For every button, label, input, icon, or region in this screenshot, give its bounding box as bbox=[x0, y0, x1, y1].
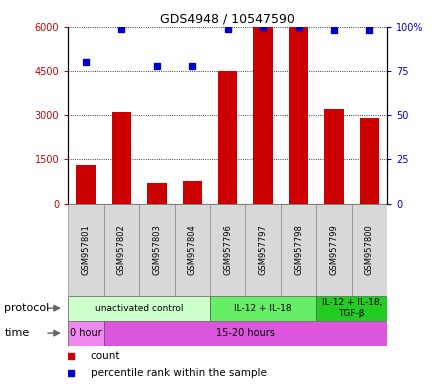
Bar bbox=[316, 204, 352, 296]
Bar bbox=[281, 204, 316, 296]
Bar bbox=[76, 165, 95, 204]
Text: GSM957796: GSM957796 bbox=[223, 224, 232, 275]
Bar bbox=[316, 296, 387, 321]
Text: 0 hour: 0 hour bbox=[70, 328, 102, 338]
Text: IL-12 + IL-18,
TGF-β: IL-12 + IL-18, TGF-β bbox=[322, 298, 382, 318]
Text: unactivated control: unactivated control bbox=[95, 304, 183, 313]
Bar bbox=[104, 204, 139, 296]
Text: GSM957800: GSM957800 bbox=[365, 224, 374, 275]
Bar bbox=[352, 204, 387, 296]
Bar bbox=[112, 112, 131, 204]
Text: IL-12 + IL-18: IL-12 + IL-18 bbox=[235, 304, 292, 313]
Bar bbox=[289, 27, 308, 204]
Text: GSM957803: GSM957803 bbox=[152, 224, 161, 275]
Title: GDS4948 / 10547590: GDS4948 / 10547590 bbox=[160, 13, 295, 26]
Bar bbox=[68, 296, 210, 321]
Bar bbox=[218, 71, 238, 204]
Bar bbox=[139, 204, 175, 296]
Text: time: time bbox=[4, 328, 29, 338]
Bar bbox=[360, 118, 379, 204]
Bar bbox=[253, 27, 273, 204]
Bar bbox=[210, 204, 246, 296]
Text: GSM957797: GSM957797 bbox=[259, 224, 268, 275]
Bar bbox=[175, 204, 210, 296]
Bar bbox=[246, 204, 281, 296]
Bar bbox=[210, 296, 316, 321]
Text: protocol: protocol bbox=[4, 303, 50, 313]
Bar bbox=[104, 321, 387, 346]
Bar bbox=[183, 182, 202, 204]
Bar bbox=[68, 204, 104, 296]
Text: count: count bbox=[91, 351, 120, 361]
Text: GSM957802: GSM957802 bbox=[117, 224, 126, 275]
Text: percentile rank within the sample: percentile rank within the sample bbox=[91, 368, 266, 378]
Text: GSM957798: GSM957798 bbox=[294, 224, 303, 275]
Text: 15-20 hours: 15-20 hours bbox=[216, 328, 275, 338]
Text: GSM957801: GSM957801 bbox=[81, 224, 91, 275]
Bar bbox=[147, 183, 167, 204]
Bar bbox=[324, 109, 344, 204]
Bar bbox=[68, 321, 104, 346]
Text: GSM957804: GSM957804 bbox=[188, 224, 197, 275]
Text: GSM957799: GSM957799 bbox=[330, 224, 338, 275]
